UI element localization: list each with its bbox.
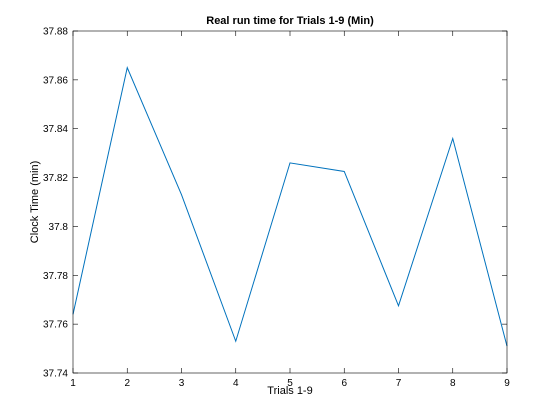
chart-title: Real run time for Trials 1-9 (Min) (206, 15, 374, 27)
y-tick-label: 37.86 (43, 75, 68, 86)
y-axis-label: Clock Time (min) (29, 161, 41, 244)
plot-area (73, 31, 507, 373)
y-tick-label: 37.78 (43, 271, 68, 282)
x-tick-label: 3 (179, 378, 185, 389)
x-axis-ticks: 1 2 3 4 5 6 7 8 9 (70, 31, 510, 389)
plot-frame (72, 30, 508, 374)
y-tick-label: 37.8 (49, 222, 69, 233)
x-tick-label: 9 (504, 378, 510, 389)
x-tick-label: 2 (124, 378, 130, 389)
y-tick-label: 37.88 (43, 27, 68, 38)
y-tick-label: 37.76 (43, 320, 68, 331)
x-tick-label: 5 (287, 378, 293, 389)
y-tick-label: 37.84 (43, 124, 68, 135)
x-tick-label: 6 (341, 378, 347, 389)
x-tick-label: 4 (233, 378, 239, 389)
x-axis-label: Trials 1-9 (267, 385, 312, 397)
x-tick-label: 8 (450, 378, 456, 389)
x-tick-label: 1 (70, 378, 76, 389)
x-tick-label: 7 (396, 378, 402, 389)
y-tick-label: 37.74 (43, 369, 68, 380)
series-line (72, 66, 508, 347)
y-tick-label: 37.82 (43, 173, 68, 184)
